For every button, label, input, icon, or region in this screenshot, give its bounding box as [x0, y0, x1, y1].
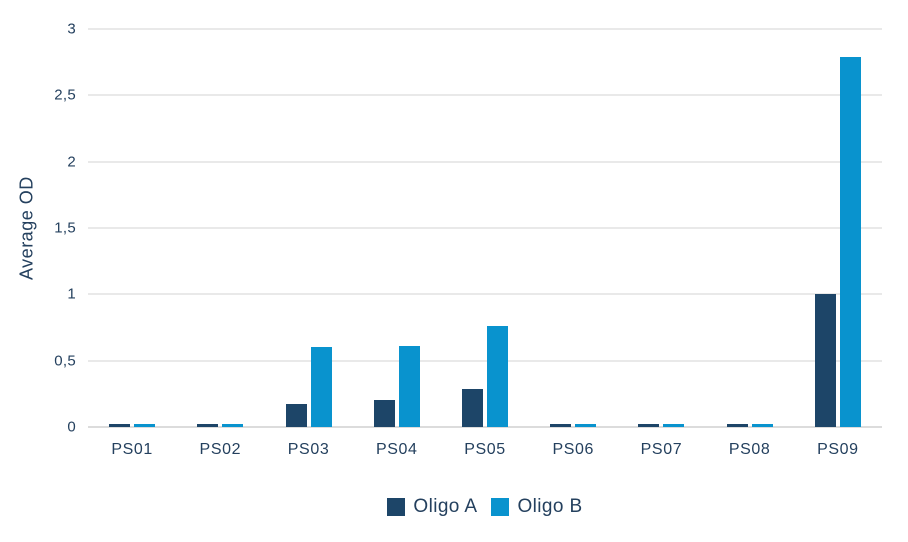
x-tick-label-ps04: PS04: [375, 441, 418, 458]
gridline: [88, 160, 882, 163]
bar-group-ps01: [109, 424, 156, 427]
plot-area: 0 0,5 1 1,5 2 2,5 3 PS01 PS02 PS03 PS04 PS05 PS06 PS0…: [54, 21, 882, 458]
bar-oligo-a-ps09: [814, 294, 836, 427]
bar-group-ps07: [638, 424, 685, 427]
y-tick-label: 2: [67, 153, 76, 171]
gridline: [88, 94, 882, 97]
bar-oligo-a-ps01: [109, 424, 131, 427]
bar-oligo-a-ps04: [373, 400, 395, 427]
bar-oligo-a-ps07: [638, 424, 660, 427]
bar-oligo-b-ps05: [487, 326, 508, 427]
gridline: [88, 359, 882, 362]
y-tick-label: 1,5: [54, 219, 76, 237]
bar-group-ps04: [373, 346, 420, 427]
legend-swatch-oligo-b: [491, 498, 510, 516]
y-tick-label: 3: [67, 20, 76, 38]
y-tick-label: 0: [67, 418, 76, 436]
bar-group-ps05: [462, 326, 508, 427]
x-tick-label-ps02: PS02: [199, 441, 242, 458]
bar-oligo-b-ps02: [222, 424, 244, 427]
legend-label-oligo-a: Oligo A: [413, 496, 478, 517]
y-tick-label: 1: [67, 285, 76, 303]
bar-oligo-a-ps06: [550, 424, 572, 427]
x-axis-line: [88, 426, 882, 428]
legend-item-oligo-b: Oligo B: [491, 496, 582, 518]
bar-oligo-b-ps03: [310, 347, 332, 427]
bar-group-ps08: [726, 424, 773, 427]
chart-legend: Oligo A Oligo B: [88, 496, 882, 518]
legend-item-oligo-a: Oligo A: [387, 496, 477, 518]
bar-group-ps06: [550, 424, 597, 427]
bar-oligo-b-ps07: [663, 424, 685, 427]
gridline: [88, 293, 882, 296]
y-tick-label: 0,5: [54, 352, 76, 370]
x-tick-label-ps03: PS03: [287, 441, 330, 458]
bar-oligo-a-ps03: [285, 404, 307, 427]
bar-oligo-b-ps09: [839, 56, 861, 427]
x-tick-label-ps07: PS07: [640, 441, 683, 458]
y-tick-label: 2,5: [54, 86, 76, 104]
bar-oligo-a-ps02: [197, 424, 219, 427]
bar-group-ps03: [285, 347, 332, 427]
x-tick-label-ps09: PS09: [817, 441, 859, 458]
bar-oligo-b-ps06: [575, 424, 597, 427]
bar-oligo-b-ps04: [398, 346, 420, 427]
legend-label-oligo-b: Oligo B: [517, 496, 583, 517]
bar-oligo-b-ps08: [751, 424, 773, 427]
gridline: [88, 28, 882, 30]
x-tick-label-ps08: PS08: [728, 441, 771, 458]
gridline: [88, 227, 882, 229]
x-tick-label-ps05: PS05: [464, 441, 506, 458]
x-tick-label-ps01: PS01: [111, 441, 153, 458]
legend-swatch-oligo-a: [387, 498, 406, 516]
bar-oligo-b-ps01: [134, 424, 156, 427]
x-tick-label-ps06: PS06: [552, 441, 594, 458]
bar-group-ps02: [197, 424, 244, 427]
bar-oligo-a-ps08: [726, 424, 748, 427]
bar-oligo-a-ps05: [462, 388, 483, 427]
bar-group-ps09: [814, 56, 861, 427]
